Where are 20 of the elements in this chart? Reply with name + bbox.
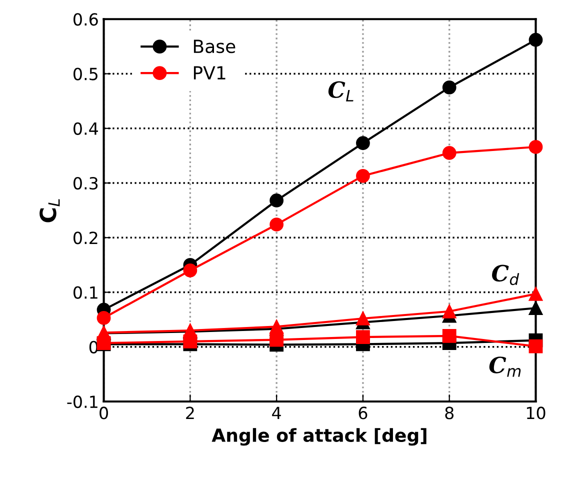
y-tick-label: 0.5 xyxy=(74,68,98,80)
x-tick-label: 8 xyxy=(445,406,454,420)
annotation: C$_{d}$ xyxy=(492,264,520,286)
x-tick-label: 10 xyxy=(526,406,546,420)
x-tick-label: 4 xyxy=(272,406,281,420)
y-tick-label: 0.3 xyxy=(74,176,98,190)
y-axis-title: C$_{L}$ xyxy=(40,199,60,222)
x-tick-label: 0 xyxy=(100,406,108,420)
y-tick-label: 0.1 xyxy=(74,286,98,299)
x-tick-label: 6 xyxy=(358,406,368,420)
x-tick-label: 2 xyxy=(186,406,194,420)
y-tick-label: -0.1 xyxy=(67,395,98,408)
annotation: C$_{m}$ xyxy=(489,356,521,377)
y-tick-label: 0.4 xyxy=(74,122,98,135)
annotation: C$_{L}$ xyxy=(328,81,354,102)
y-tick-label: 0.6 xyxy=(74,13,98,26)
y-tick-label: 0.2 xyxy=(74,232,98,244)
legend-label: Base xyxy=(194,40,236,54)
legend-label: PV1 xyxy=(194,66,226,80)
x-axis-title: Angle of attack [deg] xyxy=(212,428,426,446)
